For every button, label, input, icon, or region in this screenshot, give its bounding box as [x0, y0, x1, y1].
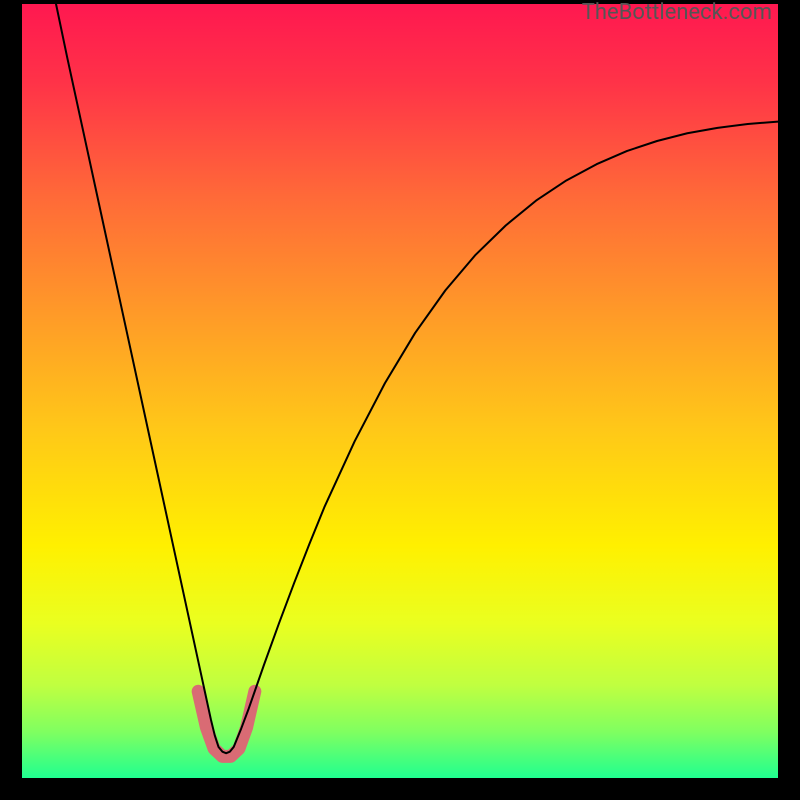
- chart-container: TheBottleneck.com: [0, 0, 800, 800]
- watermark-text: TheBottleneck.com: [582, 0, 772, 25]
- bottleneck-chart: [0, 0, 800, 800]
- plot-background: [22, 4, 778, 778]
